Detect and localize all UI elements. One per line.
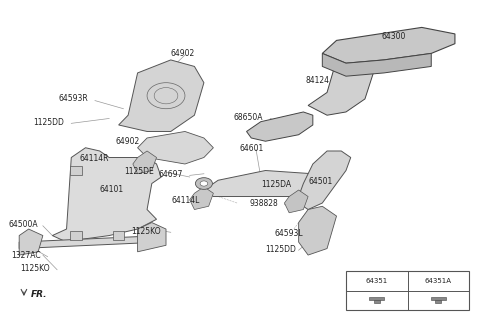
Text: 64501: 64501 [308,177,332,186]
Text: 1125DA: 1125DA [262,180,291,189]
Text: FR.: FR. [31,290,48,298]
Text: 64351A: 64351A [425,278,452,284]
Circle shape [195,178,213,189]
Bar [374,300,380,303]
Text: 64114R: 64114R [80,154,109,163]
Text: 938828: 938828 [250,199,279,208]
Bar [369,297,384,300]
Text: 64902: 64902 [170,49,195,58]
Text: 1125DD: 1125DD [265,245,296,254]
Text: 1125DD: 1125DD [33,118,64,127]
Polygon shape [119,60,204,132]
Polygon shape [138,222,166,252]
Text: 1125KO: 1125KO [20,264,50,273]
Text: 64601: 64601 [239,144,264,153]
Text: 64500A: 64500A [9,220,38,229]
Text: 1125DE: 1125DE [124,167,154,176]
Text: 64101: 64101 [99,185,124,194]
Bar [435,300,442,303]
Polygon shape [308,53,374,115]
Polygon shape [19,229,43,255]
Polygon shape [299,206,336,255]
Text: 1327AC: 1327AC [11,251,40,260]
Text: 64114L: 64114L [172,196,200,205]
Text: 64300: 64300 [381,32,406,41]
Text: 64593R: 64593R [58,94,88,103]
Polygon shape [285,190,308,213]
Circle shape [200,181,208,186]
Polygon shape [52,148,161,242]
Polygon shape [204,171,322,196]
Text: 64697: 64697 [158,170,182,179]
Text: 1125KO: 1125KO [132,227,161,236]
Bar [71,166,82,175]
Bar [113,231,124,240]
Text: 64593L: 64593L [275,229,303,238]
Text: 64902: 64902 [116,137,140,146]
Polygon shape [322,28,455,63]
Polygon shape [299,151,351,210]
Bar [431,297,446,300]
Bar [71,231,82,240]
Polygon shape [322,53,431,76]
Polygon shape [190,187,214,210]
Polygon shape [247,112,313,141]
Polygon shape [133,151,156,174]
Polygon shape [138,132,214,164]
Polygon shape [19,236,161,249]
FancyBboxPatch shape [346,271,469,310]
Text: 84124: 84124 [305,76,329,85]
Text: 64351: 64351 [366,278,388,284]
Text: 68650A: 68650A [234,113,263,122]
